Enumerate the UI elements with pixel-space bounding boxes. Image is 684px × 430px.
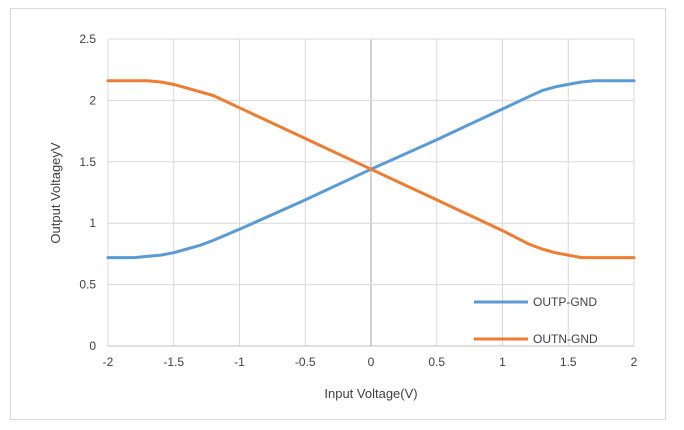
x-tick-label: 1.5 bbox=[560, 355, 577, 369]
x-tick-label: -2 bbox=[103, 355, 114, 369]
y-axis-title: Output VoltageyV bbox=[48, 142, 63, 244]
y-tick-label: 1 bbox=[89, 216, 96, 230]
y-tick-labels: 0 0.5 1 1.5 2 2.5 bbox=[79, 32, 96, 353]
chart-frame bbox=[10, 8, 666, 420]
y-tick-label: 0.5 bbox=[79, 278, 96, 292]
legend-label: OUTP-GND bbox=[533, 295, 597, 309]
x-tick-label: 1 bbox=[499, 355, 506, 369]
series-layer bbox=[106, 79, 636, 260]
grid-lines bbox=[107, 38, 635, 347]
x-tick-labels: -2 -1.5 -1 -0.5 0 0.5 1 1.5 2 bbox=[103, 355, 638, 369]
x-tick-label: 0.5 bbox=[428, 355, 445, 369]
x-axis-title: Input Voltage(V) bbox=[324, 386, 417, 401]
legend-label: OUTN-GND bbox=[533, 332, 598, 346]
x-tick-label: 2 bbox=[631, 355, 638, 369]
series-line-outn-gnd bbox=[106, 79, 636, 260]
x-tick-label: 0 bbox=[368, 355, 375, 369]
legend: OUTP-GND OUTN-GND bbox=[474, 295, 598, 346]
y-tick-label: 0 bbox=[89, 339, 96, 353]
x-tick-label: -1.5 bbox=[163, 355, 184, 369]
x-tick-label: -0.5 bbox=[295, 355, 316, 369]
y-tick-label: 1.5 bbox=[79, 155, 96, 169]
y-tick-label: 2 bbox=[89, 93, 96, 107]
x-tick-label: -1 bbox=[234, 355, 245, 369]
y-tick-label: 2.5 bbox=[79, 32, 96, 46]
